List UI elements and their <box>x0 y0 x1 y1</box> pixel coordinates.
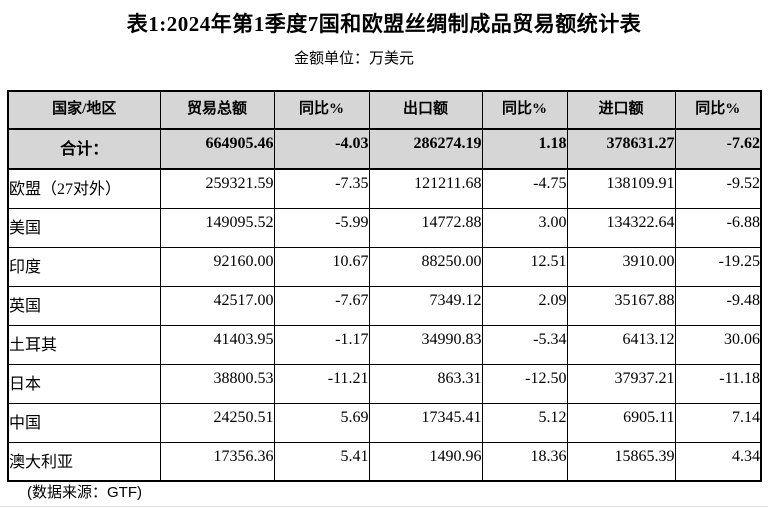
import-yoy-value: -19.25 <box>674 246 762 287</box>
yoy-value: -7.67 <box>273 285 370 326</box>
yoy-value: 5.41 <box>273 441 370 482</box>
export-value: 7349.12 <box>368 285 483 326</box>
total-label: 合计： <box>7 128 161 170</box>
export-value: 34990.83 <box>368 324 483 365</box>
export-value: 863.31 <box>368 363 483 404</box>
import-yoy-value: -6.88 <box>674 207 762 248</box>
import-value: 35167.88 <box>566 285 676 326</box>
divider <box>0 506 768 507</box>
row-china: 中国 24250.51 5.69 17345.41 5.12 6905.11 7… <box>7 402 762 443</box>
header-yoy-total: 同比% <box>273 90 370 130</box>
yoy-value: -1.17 <box>273 324 370 365</box>
total-row: 合计： 664905.46 -4.03 286274.19 1.18 37863… <box>7 128 762 170</box>
import-yoy-value: -11.18 <box>674 363 762 404</box>
country-name: 土耳其 <box>7 324 161 365</box>
country-name: 欧盟（27对外） <box>7 168 161 209</box>
import-value: 6413.12 <box>566 324 676 365</box>
trade-value: 38800.53 <box>159 363 275 404</box>
export-yoy-value: -12.50 <box>481 363 568 404</box>
trade-value: 17356.36 <box>159 441 275 482</box>
trade-statistics-table: 国家/地区 贸易总额 同比% 出口额 同比% 进口额 同比% 合计： 66490… <box>7 90 762 482</box>
unit-note: 金额单位：万美元 <box>293 50 414 67</box>
total-import-value: 378631.27 <box>566 128 676 170</box>
header-imports: 进口额 <box>566 90 676 130</box>
export-value: 1490.96 <box>368 441 483 482</box>
yoy-value: 5.69 <box>273 402 370 443</box>
total-export-value: 286274.19 <box>368 128 483 170</box>
import-yoy-value: -9.52 <box>674 168 762 209</box>
import-yoy-value: -9.48 <box>674 285 762 326</box>
yoy-value: -5.99 <box>273 207 370 248</box>
export-yoy-value: -4.75 <box>481 168 568 209</box>
country-name: 中国 <box>7 402 161 443</box>
header-country: 国家/地区 <box>7 90 161 130</box>
trade-value: 42517.00 <box>159 285 275 326</box>
row-eu: 欧盟（27对外） 259321.59 -7.35 121211.68 -4.75… <box>7 168 762 209</box>
total-export-yoy-value: 1.18 <box>481 128 568 170</box>
row-usa: 美国 149095.52 -5.99 14772.88 3.00 134322.… <box>7 207 762 248</box>
import-value: 6905.11 <box>566 402 676 443</box>
row-india: 印度 92160.00 10.67 88250.00 12.51 3910.00… <box>7 246 762 287</box>
row-australia: 澳大利亚 17356.36 5.41 1490.96 18.36 15865.3… <box>7 441 762 482</box>
country-name: 澳大利亚 <box>7 441 161 482</box>
import-value: 15865.39 <box>566 441 676 482</box>
trade-value: 41403.95 <box>159 324 275 365</box>
trade-value: 149095.52 <box>159 207 275 248</box>
import-yoy-value: 30.06 <box>674 324 762 365</box>
trade-value: 259321.59 <box>159 168 275 209</box>
export-yoy-value: 12.51 <box>481 246 568 287</box>
header-exports: 出口额 <box>368 90 483 130</box>
trade-value: 24250.51 <box>159 402 275 443</box>
export-yoy-value: 2.09 <box>481 285 568 326</box>
import-yoy-value: 7.14 <box>674 402 762 443</box>
export-yoy-value: 5.12 <box>481 402 568 443</box>
import-value: 37937.21 <box>566 363 676 404</box>
export-yoy-value: 3.00 <box>481 207 568 248</box>
header-yoy-imports: 同比% <box>674 90 762 130</box>
header-row: 国家/地区 贸易总额 同比% 出口额 同比% 进口额 同比% <box>7 90 762 130</box>
row-japan: 日本 38800.53 -11.21 863.31 -12.50 37937.2… <box>7 363 762 404</box>
total-yoy-value: -4.03 <box>273 128 370 170</box>
trade-value: 92160.00 <box>159 246 275 287</box>
header-yoy-exports: 同比% <box>481 90 568 130</box>
import-value: 3910.00 <box>566 246 676 287</box>
row-uk: 英国 42517.00 -7.67 7349.12 2.09 35167.88 … <box>7 285 762 326</box>
export-value: 17345.41 <box>368 402 483 443</box>
page-title: 表1:2024年第1季度7国和欧盟丝绸制成品贸易额统计表 <box>126 12 642 36</box>
export-value: 14772.88 <box>368 207 483 248</box>
import-value: 138109.91 <box>566 168 676 209</box>
export-value: 121211.68 <box>368 168 483 209</box>
country-name: 日本 <box>7 363 161 404</box>
country-name: 印度 <box>7 246 161 287</box>
yoy-value: -7.35 <box>273 168 370 209</box>
total-trade-value: 664905.46 <box>159 128 275 170</box>
total-import-yoy-value: -7.62 <box>674 128 762 170</box>
export-yoy-value: 18.36 <box>481 441 568 482</box>
data-source-note: (数据来源：GTF) <box>27 484 142 501</box>
row-turkey: 土耳其 41403.95 -1.17 34990.83 -5.34 6413.1… <box>7 324 762 365</box>
country-name: 英国 <box>7 285 161 326</box>
import-yoy-value: 4.34 <box>674 441 762 482</box>
country-name: 美国 <box>7 207 161 248</box>
export-yoy-value: -5.34 <box>481 324 568 365</box>
header-total-trade: 贸易总额 <box>159 90 275 130</box>
yoy-value: 10.67 <box>273 246 370 287</box>
import-value: 134322.64 <box>566 207 676 248</box>
export-value: 88250.00 <box>368 246 483 287</box>
yoy-value: -11.21 <box>273 363 370 404</box>
